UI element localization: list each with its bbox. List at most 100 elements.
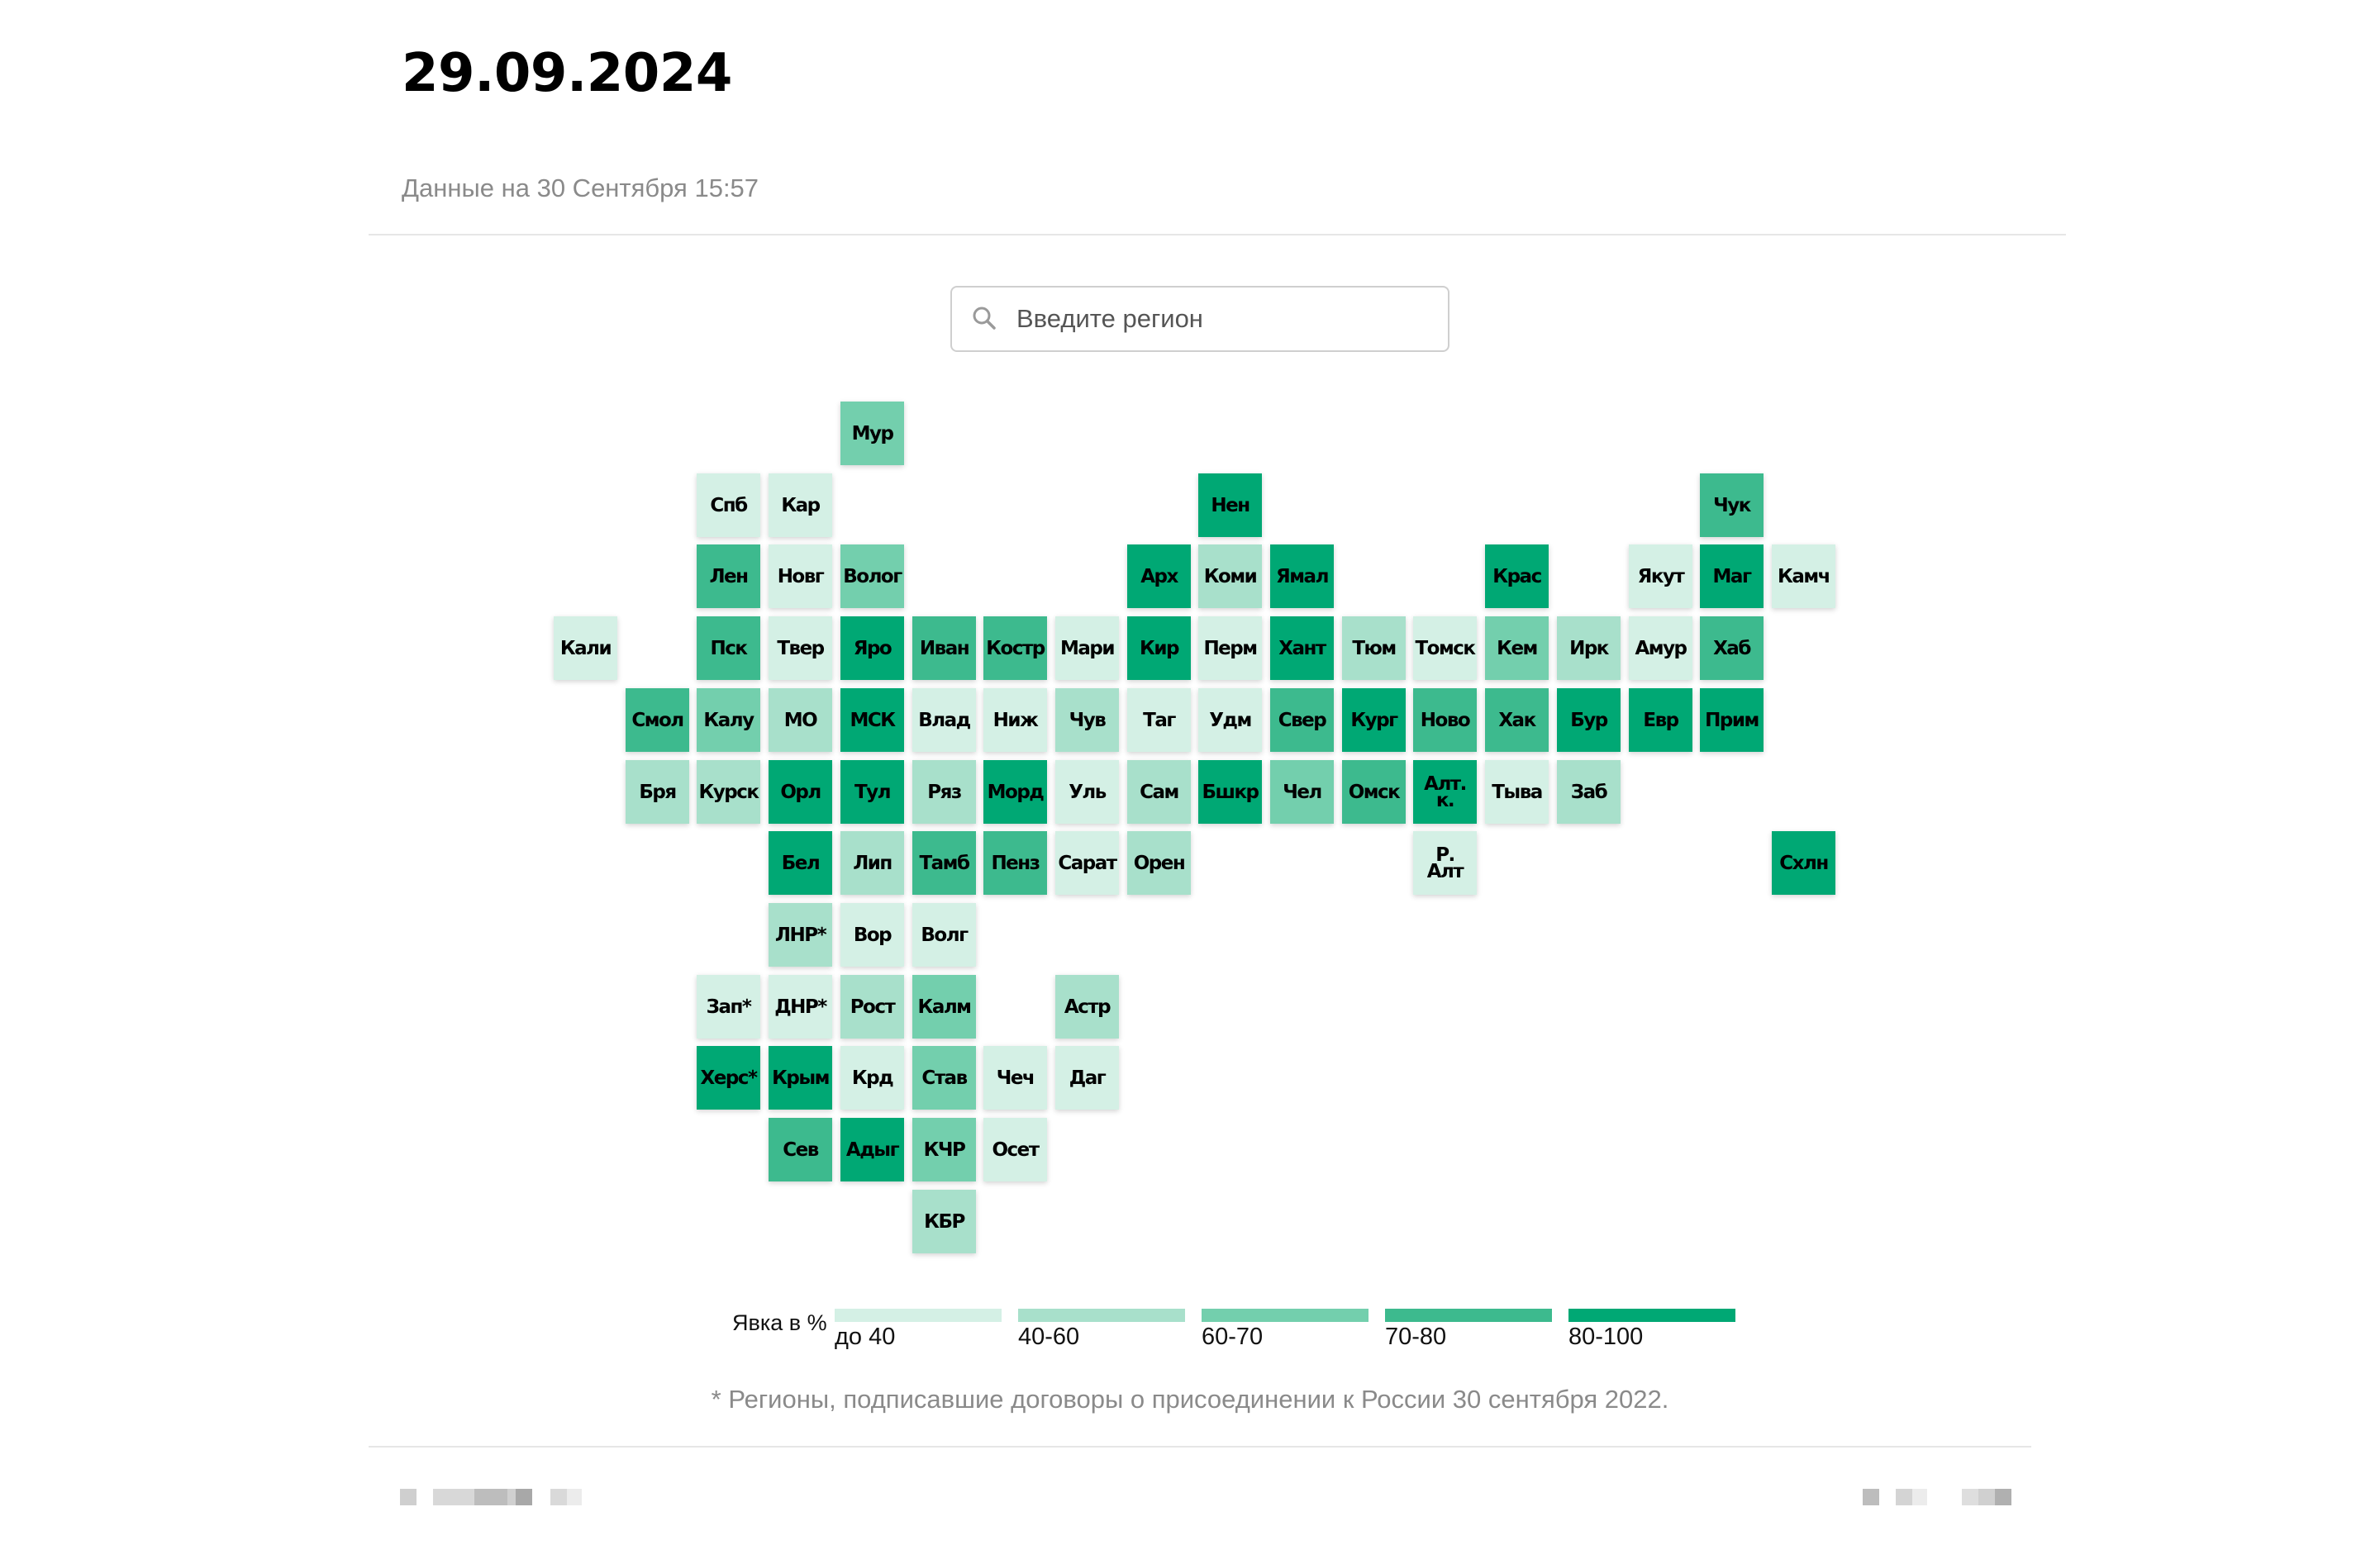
region-tile[interactable]: Бшкр — [1198, 760, 1262, 824]
region-tile[interactable]: Таг — [1127, 688, 1191, 752]
region-tile[interactable]: Заб — [1557, 760, 1621, 824]
region-tile[interactable]: Схлн — [1772, 831, 1835, 895]
legend-title: Явка в % — [732, 1310, 827, 1335]
region-tile[interactable]: Новг — [769, 544, 832, 608]
region-tile[interactable]: Ямал — [1270, 544, 1334, 608]
region-tile[interactable]: Орен — [1127, 831, 1191, 895]
region-tile[interactable]: Нен — [1198, 473, 1262, 537]
region-tile[interactable]: Сарат — [1055, 831, 1119, 895]
region-tile[interactable]: Костр — [983, 616, 1047, 680]
region-tile[interactable]: Ниж — [983, 688, 1047, 752]
region-tile[interactable]: Омск — [1342, 760, 1406, 824]
region-tile[interactable]: Орл — [769, 760, 832, 824]
region-tile[interactable]: Даг — [1055, 1046, 1119, 1110]
region-tile[interactable]: Твер — [769, 616, 832, 680]
region-tile[interactable]: Ирк — [1557, 616, 1621, 680]
region-tile[interactable]: Кали — [554, 616, 617, 680]
region-tile[interactable]: Зап* — [697, 975, 760, 1039]
region-tile[interactable]: Сев — [769, 1118, 832, 1181]
region-tile[interactable]: Чел — [1270, 760, 1334, 824]
region-tile[interactable]: Курск — [697, 760, 760, 824]
region-tile[interactable]: Перм — [1198, 616, 1262, 680]
region-tile[interactable]: Став — [912, 1046, 976, 1110]
region-tile[interactable]: Якут — [1629, 544, 1692, 608]
region-tile[interactable]: Рост — [840, 975, 904, 1039]
region-tile[interactable]: Пск — [697, 616, 760, 680]
region-tile[interactable]: Пенз — [983, 831, 1047, 895]
region-tile[interactable]: Чеч — [983, 1046, 1047, 1110]
region-tile[interactable]: Морд — [983, 760, 1047, 824]
region-tile[interactable]: Крас — [1485, 544, 1549, 608]
region-search-input[interactable] — [1015, 303, 1431, 335]
region-tile[interactable]: Херс* — [697, 1046, 760, 1110]
region-tile[interactable]: МО — [769, 688, 832, 752]
region-tile[interactable]: Смол — [626, 688, 689, 752]
region-tile[interactable]: Хант — [1270, 616, 1334, 680]
region-tile[interactable]: КБР — [912, 1190, 976, 1253]
region-tile[interactable]: Тюм — [1342, 616, 1406, 680]
region-tile[interactable]: Свер — [1270, 688, 1334, 752]
region-tile[interactable]: Яро — [840, 616, 904, 680]
legend-label: 70-80 — [1385, 1324, 1447, 1350]
region-tile[interactable]: Кар — [769, 473, 832, 537]
region-tile[interactable]: Чук — [1700, 473, 1764, 537]
region-tile[interactable]: Адыг — [840, 1118, 904, 1181]
region-tile[interactable]: Удм — [1198, 688, 1262, 752]
region-tile[interactable]: Кем — [1485, 616, 1549, 680]
region-tile[interactable]: Ряз — [912, 760, 976, 824]
region-tile[interactable]: Бря — [626, 760, 689, 824]
legend-label: 80-100 — [1568, 1324, 1644, 1350]
region-tile[interactable]: Хак — [1485, 688, 1549, 752]
legend-item: 70-80 — [1385, 1309, 1552, 1351]
region-tile[interactable]: Калу — [697, 688, 760, 752]
region-tile[interactable]: Амур — [1629, 616, 1692, 680]
region-tile[interactable]: Ново — [1413, 688, 1477, 752]
region-tile[interactable]: МСК — [840, 688, 904, 752]
search-icon — [973, 307, 996, 330]
page-title: 29.09.2024 — [402, 43, 732, 104]
legend-label: 40-60 — [1018, 1324, 1080, 1350]
region-tile[interactable]: Хаб — [1700, 616, 1764, 680]
region-tile[interactable]: Лип — [840, 831, 904, 895]
region-tile[interactable]: Бур — [1557, 688, 1621, 752]
region-tile[interactable]: Спб — [697, 473, 760, 537]
region-tile[interactable]: ДНР* — [769, 975, 832, 1039]
divider-bottom — [369, 1446, 2031, 1448]
region-tile[interactable]: Камч — [1772, 544, 1835, 608]
region-tile[interactable]: Коми — [1198, 544, 1262, 608]
region-tile[interactable]: Чув — [1055, 688, 1119, 752]
region-tile[interactable]: Астр — [1055, 975, 1119, 1039]
region-tile[interactable]: Тыва — [1485, 760, 1549, 824]
region-tile[interactable]: Томск — [1413, 616, 1477, 680]
legend-swatch — [1385, 1309, 1552, 1322]
region-tile[interactable]: Волг — [912, 903, 976, 967]
region-tile[interactable]: Кург — [1342, 688, 1406, 752]
region-tile[interactable]: Кир — [1127, 616, 1191, 680]
region-tile[interactable]: ЛНР* — [769, 903, 832, 967]
region-tile[interactable]: Мари — [1055, 616, 1119, 680]
region-tile[interactable]: Осет — [983, 1118, 1047, 1181]
region-tile[interactable]: Калм — [912, 975, 976, 1039]
region-tile[interactable]: Алт. к. — [1413, 760, 1477, 824]
region-tile[interactable]: Волог — [840, 544, 904, 608]
region-tile[interactable]: Маг — [1700, 544, 1764, 608]
region-tile[interactable]: Уль — [1055, 760, 1119, 824]
region-tile[interactable]: Тул — [840, 760, 904, 824]
region-tile[interactable]: Вор — [840, 903, 904, 967]
legend-swatch — [835, 1309, 1002, 1322]
region-search-box[interactable] — [950, 286, 1449, 352]
region-tile[interactable]: Бел — [769, 831, 832, 895]
region-tile[interactable]: КЧР — [912, 1118, 976, 1181]
region-tile[interactable]: Крд — [840, 1046, 904, 1110]
region-tile[interactable]: Р. Алт — [1413, 831, 1477, 895]
region-tile[interactable]: Сам — [1127, 760, 1191, 824]
region-tile[interactable]: Иван — [912, 616, 976, 680]
region-tile[interactable]: Тамб — [912, 831, 976, 895]
region-tile[interactable]: Мур — [840, 402, 904, 465]
region-tile[interactable]: Арх — [1127, 544, 1191, 608]
region-tile[interactable]: Прим — [1700, 688, 1764, 752]
region-tile[interactable]: Лен — [697, 544, 760, 608]
region-tile[interactable]: Крым — [769, 1046, 832, 1110]
region-tile[interactable]: Влад — [912, 688, 976, 752]
region-tile[interactable]: Евр — [1629, 688, 1692, 752]
